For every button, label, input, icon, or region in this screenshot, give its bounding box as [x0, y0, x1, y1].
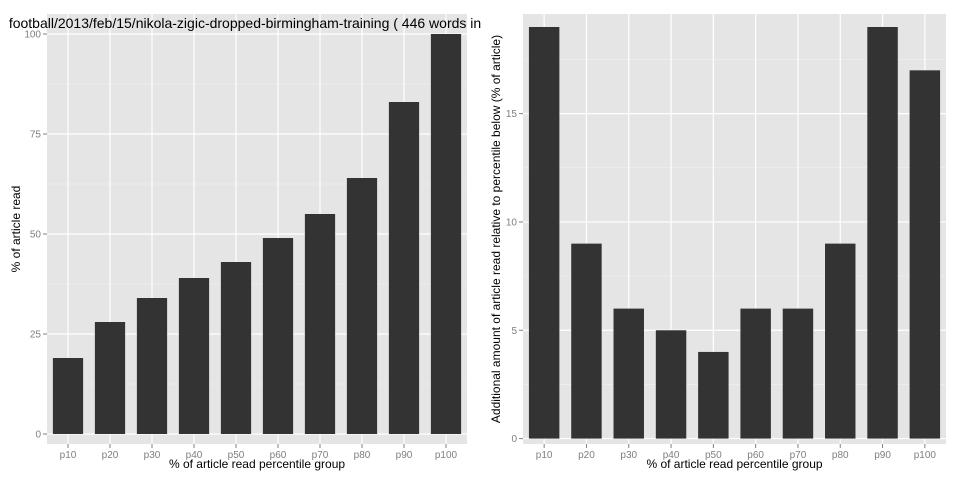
x-tick-label: p50 — [228, 450, 245, 461]
x-axis-title: % of article read percentile group — [646, 457, 822, 471]
bar-p50 — [220, 262, 252, 434]
bar-p10 — [528, 26, 560, 439]
y-tick-label: 75 — [30, 130, 42, 141]
x-tick-label: p80 — [354, 450, 371, 461]
bar-p40 — [178, 278, 210, 434]
bar-p60 — [262, 238, 294, 434]
bar-p40 — [655, 330, 687, 439]
x-tick-label: p60 — [270, 450, 287, 461]
x-tick-label: p40 — [186, 450, 203, 461]
x-tick-label: p70 — [790, 450, 807, 461]
chart-title: football/2013/feb/15/nikola-zigic-droppe… — [9, 15, 481, 31]
x-tick-label: p90 — [396, 450, 413, 461]
x-tick-label: p100 — [914, 450, 937, 461]
bar-p60 — [740, 308, 771, 439]
bar-p70 — [304, 214, 336, 434]
x-tick-label: p10 — [60, 450, 77, 461]
x-tick-label: p80 — [832, 450, 849, 461]
y-tick-label: 100 — [24, 30, 41, 41]
x-tick-label: p60 — [747, 450, 764, 461]
bar-p70 — [782, 308, 814, 439]
bar-p80 — [825, 243, 856, 439]
bar-p20 — [94, 322, 126, 434]
x-tick-label: p70 — [312, 450, 329, 461]
right-chart-panel: 0 5 10 15 p10 p20 p30 p40 p50 p60 p70 p80 p90 p100 % o… — [489, 14, 946, 471]
x-tick-label: p20 — [102, 450, 119, 461]
y-axis-title: Additional amount of article read relati… — [489, 35, 503, 423]
bar-p100 — [430, 34, 462, 434]
x-tick-label: p10 — [536, 450, 553, 461]
x-tick-label: p30 — [144, 450, 161, 461]
bar-p10 — [52, 358, 84, 434]
x-tick-label: p90 — [874, 450, 891, 461]
bar-p30 — [136, 298, 168, 434]
bar-p50 — [698, 351, 729, 439]
x-tick-label: p100 — [435, 450, 458, 461]
x-axis-title: % of article read percentile group — [169, 457, 345, 471]
x-tick-label: p40 — [663, 450, 680, 461]
y-tick-label: 25 — [30, 330, 42, 341]
y-tick-label: 0 — [511, 434, 517, 445]
y-tick-label: 0 — [35, 430, 41, 441]
y-tick-label: 50 — [30, 230, 42, 241]
bar-p90 — [388, 102, 420, 434]
y-tick-label: 5 — [511, 326, 517, 337]
y-axis-title: % of article read — [9, 186, 23, 273]
bar-p80 — [346, 178, 378, 434]
left-chart-panel: 0 25 50 75 100 p10 p20 p30 p40 p50 p60 p70 p80 p90 p10… — [9, 14, 481, 471]
bar-p100 — [909, 70, 941, 439]
x-tick-label: p50 — [705, 450, 722, 461]
x-tick-label: p20 — [578, 450, 595, 461]
y-tick-label: 15 — [506, 109, 518, 120]
x-tick-label: p30 — [620, 450, 637, 461]
bar-p30 — [613, 308, 644, 439]
y-tick-label: 10 — [506, 217, 518, 228]
bar-p90 — [867, 26, 898, 439]
bar-p20 — [571, 243, 602, 439]
